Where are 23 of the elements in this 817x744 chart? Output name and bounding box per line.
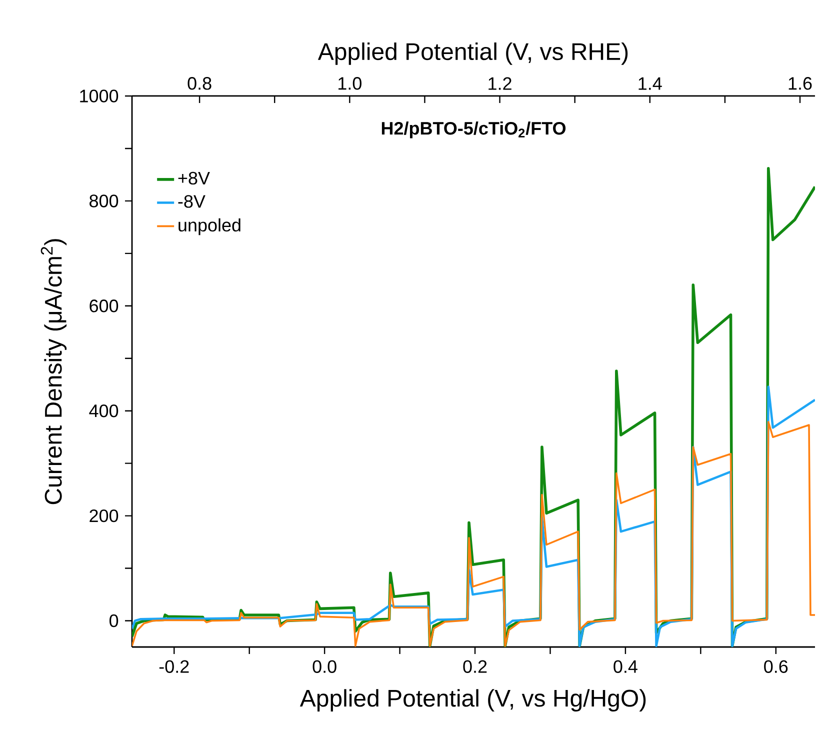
y-tick-label: 400 (89, 404, 118, 418)
x2-tick-label: 1.4 (638, 77, 662, 90)
x-axis-title: Applied Potential (V, vs Hg/HgO) (300, 689, 646, 712)
x-tick-label: -0.2 (159, 660, 189, 673)
x2-tick-label: 1.0 (338, 77, 362, 90)
x-tick-label: 0.0 (312, 660, 336, 673)
y-tick-label: 200 (90, 509, 118, 522)
y-tick-label: 800 (90, 194, 118, 208)
x-tick-label: 0.6 (764, 660, 788, 673)
x-tick-label: 0.2 (463, 660, 487, 673)
legend-label: -8V (178, 195, 206, 208)
y-tick-label: 1000 (80, 90, 118, 102)
text: H2/pBTO-5/cTiO$_{2}$/FTO (382, 121, 566, 138)
x2-axis-title: Applied Potential (V, vs RHE) (318, 42, 628, 65)
y-tick-label: 600 (90, 300, 118, 312)
legend-label: unpoled (178, 218, 240, 236)
legend-label: +8V (178, 172, 210, 185)
y-axis-title: Current Density (μA/cm$^{2}$) (40, 239, 67, 504)
x2-tick-label: 1.2 (488, 77, 512, 90)
x2-tick-label: 0.8 (188, 77, 212, 90)
x2-tick-label: 1.6 (788, 77, 812, 90)
x-tick-label: 0.4 (614, 660, 638, 673)
y-tick-label: 0 (109, 614, 118, 628)
